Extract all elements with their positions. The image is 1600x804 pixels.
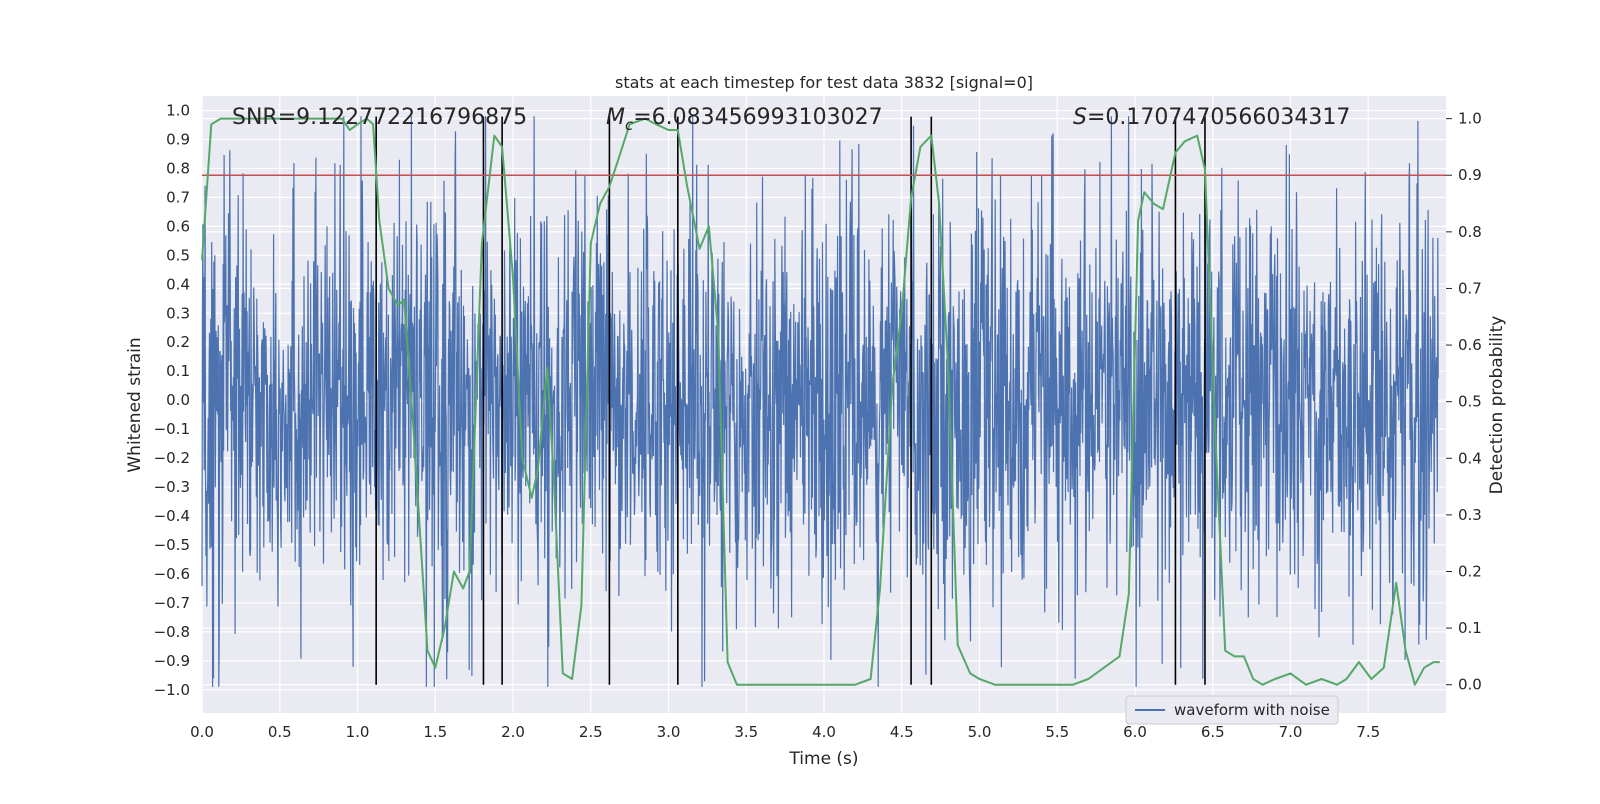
x-tick-label: 1.0 (346, 723, 370, 741)
annotation-chirp-mass: Mc=6.083456993103027 (606, 105, 883, 134)
y-tick-label-left: 0.6 (166, 217, 190, 235)
y-tick-label-right: 0.2 (1458, 562, 1482, 580)
y-tick-label-left: −0.7 (154, 594, 190, 612)
annotation-s: S=0.1707470566034317 (1073, 105, 1350, 130)
y-tick-label-left: −1.0 (154, 681, 190, 699)
vertical-lines (375, 116, 1206, 685)
x-tick-label: 6.5 (1201, 723, 1225, 741)
x-tick-label: 5.5 (1045, 723, 1069, 741)
x-tick-label: 1.5 (423, 723, 447, 741)
y-tick-label-right: 0.9 (1458, 166, 1482, 184)
y-tick-label-left: 1.0 (166, 101, 190, 119)
legend: waveform with noise (1125, 695, 1339, 725)
y-tick-label-left: −0.2 (154, 449, 190, 467)
y-axis-label-left: Whitened strain (125, 337, 145, 472)
y-tick-label-left: 0.9 (166, 130, 190, 148)
y-tick-label-left: −0.6 (154, 565, 190, 583)
waveform-line (201, 116, 1439, 687)
y-tick-label-right: 1.0 (1458, 110, 1482, 128)
y-tick-label-left: 0.8 (166, 159, 190, 177)
y-tick-label-left: 0.4 (166, 275, 190, 293)
y-tick-label-left: 0.1 (166, 362, 190, 380)
probability-series (201, 117, 1440, 686)
x-tick-label: 3.5 (734, 723, 758, 741)
annotation-snr: SNR=9.122772216796875 (232, 105, 527, 130)
y-tick-label-right: 0.8 (1458, 223, 1482, 241)
y-tick-label-left: −0.4 (154, 507, 190, 525)
y-tick-label-left: −0.9 (154, 652, 190, 670)
y-tick-label-right: 0.1 (1458, 619, 1482, 637)
y-tick-label-right: 0.5 (1458, 393, 1482, 411)
s-symbol: S (1073, 105, 1087, 130)
x-tick-label: 4.0 (812, 723, 836, 741)
y-tick-label-left: −0.5 (154, 536, 190, 554)
probability-line (201, 117, 1440, 686)
s-value: =0.1707470566034317 (1087, 105, 1350, 130)
x-tick-label: 7.5 (1356, 723, 1380, 741)
x-axis-label: Time (s) (788, 749, 858, 769)
y-axis-label-right: Detection probability (1487, 316, 1507, 495)
mc-value: =6.083456993103027 (633, 105, 882, 130)
y-tick-label-left: −0.3 (154, 478, 190, 496)
mc-subscript: c (625, 116, 634, 134)
y-tick-label-right: 0.3 (1458, 506, 1482, 524)
x-tick-label: 2.0 (501, 723, 525, 741)
y-tick-label-left: 0.7 (166, 188, 190, 206)
y-tick-label-left: −0.1 (154, 420, 190, 438)
y-tick-label-right: 0.4 (1458, 449, 1482, 467)
legend-label: waveform with noise (1174, 701, 1330, 719)
y-tick-label-left: −0.8 (154, 623, 190, 641)
y-tick-label-right: 0.7 (1458, 279, 1482, 297)
x-tick-label: 0.5 (268, 723, 292, 741)
x-tick-label: 4.5 (890, 723, 914, 741)
y-tick-label-left: 0.0 (166, 391, 190, 409)
chart-title: stats at each timestep for test data 383… (615, 73, 1033, 92)
y-tick-label-left: 0.3 (166, 304, 190, 322)
x-tick-label: 5.0 (968, 723, 992, 741)
ticks: 0.0 0.5 1.0 1.5 2.0 2.5 3.0 3.5 4.0 4.5 5.0 5.5 6.0 6… (154, 101, 1482, 741)
y-tick-label-left: 0.5 (166, 246, 190, 264)
mc-symbol: M (606, 105, 625, 130)
strain-series (201, 116, 1439, 687)
x-tick-label: 7.0 (1279, 723, 1303, 741)
y-tick-label-right: 0.0 (1458, 676, 1482, 694)
legend-box (1125, 695, 1339, 725)
x-tick-label: 2.5 (579, 723, 603, 741)
x-tick-label: 3.0 (657, 723, 681, 741)
y-tick-label-left: 0.2 (166, 333, 190, 351)
x-tick-label: 0.0 (190, 723, 214, 741)
x-tick-label: 6.0 (1123, 723, 1147, 741)
y-tick-label-right: 0.6 (1458, 336, 1482, 354)
